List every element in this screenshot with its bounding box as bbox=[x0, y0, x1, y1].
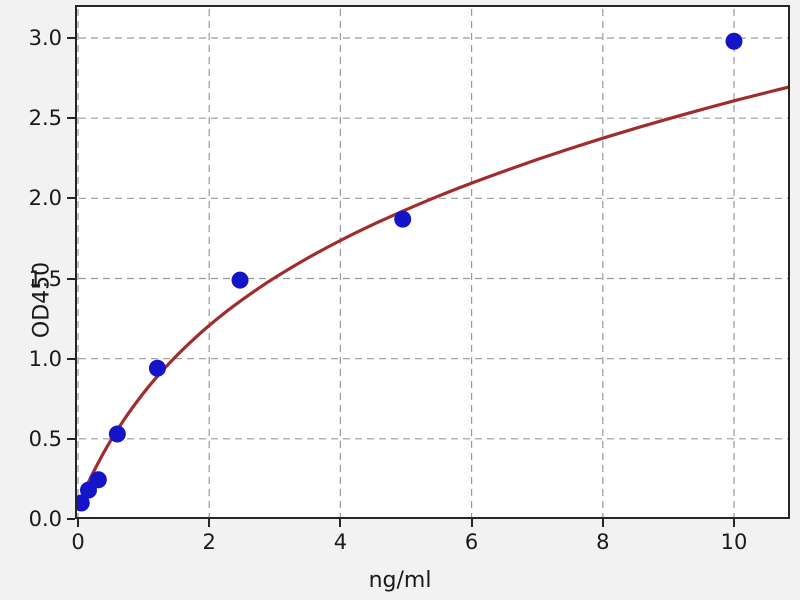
x-tick-mark bbox=[733, 519, 735, 527]
y-tick-mark bbox=[67, 357, 75, 360]
y-axis-tick-labels: 0.0 0.5 1.0 1.5 2.0 2.5 3.0 bbox=[0, 0, 62, 600]
fit-curve bbox=[77, 85, 788, 507]
y-tick-mark bbox=[67, 518, 75, 520]
y-tick-mark bbox=[67, 277, 75, 280]
data-point bbox=[725, 32, 743, 50]
fit-curve-path bbox=[77, 85, 788, 507]
y-tick-label: 0.0 bbox=[28, 507, 62, 531]
x-tick-mark bbox=[601, 519, 604, 527]
x-tick-mark bbox=[208, 519, 211, 527]
x-tick-label: 10 bbox=[720, 530, 748, 554]
y-tick-label: 1.5 bbox=[28, 266, 62, 291]
y-tick-mark bbox=[67, 117, 75, 120]
x-tick-label: 2 bbox=[202, 530, 216, 554]
y-tick-label: 2.5 bbox=[28, 106, 62, 131]
data-point bbox=[77, 494, 90, 512]
data-point bbox=[108, 425, 126, 443]
data-points bbox=[77, 32, 743, 512]
x-tick-label: 6 bbox=[464, 530, 479, 554]
x-tick-mark bbox=[470, 519, 473, 527]
data-point bbox=[394, 210, 412, 228]
x-tick-label: 0 bbox=[71, 530, 85, 554]
gridlines bbox=[77, 7, 788, 517]
y-tick-mark bbox=[67, 197, 75, 200]
x-axis-tick-labels: 0 2 4 6 8 10 bbox=[0, 530, 800, 564]
x-tick-label: 8 bbox=[596, 530, 610, 554]
data-point bbox=[89, 471, 107, 489]
x-tick-mark bbox=[77, 519, 79, 527]
y-tick-label: 0.5 bbox=[28, 426, 62, 451]
data-point bbox=[148, 359, 166, 377]
y-tick-label: 1.0 bbox=[28, 346, 62, 371]
x-axis-label: ng/ml bbox=[368, 568, 432, 593]
data-point bbox=[231, 271, 249, 289]
plot-svg bbox=[77, 7, 788, 517]
y-tick-label: 3.0 bbox=[28, 26, 62, 50]
x-tick-mark bbox=[339, 519, 342, 527]
y-tick-mark bbox=[67, 437, 75, 440]
y-tick-label: 2.0 bbox=[28, 186, 62, 211]
y-tick-mark bbox=[67, 37, 75, 39]
x-tick-label: 4 bbox=[333, 530, 348, 554]
plot-area bbox=[75, 5, 790, 519]
